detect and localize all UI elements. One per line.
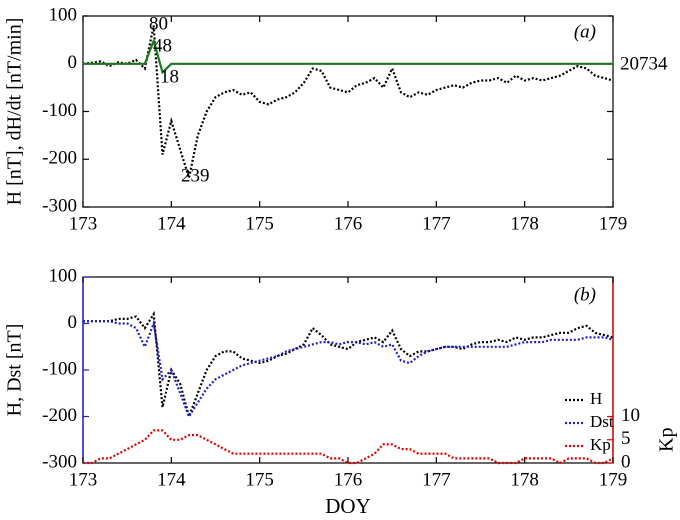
y-tick-label: -200 <box>42 148 77 169</box>
y-axis-label: H, Dst [nT] <box>4 324 26 417</box>
legend-label: Kp <box>590 435 611 454</box>
x-tick-label: 178 <box>510 469 539 490</box>
annotation: 48 <box>153 35 172 56</box>
legend-label: Dst <box>590 412 614 431</box>
y-tick-label: -100 <box>42 100 77 121</box>
y-tick-label: 100 <box>49 4 78 25</box>
legend-label: H <box>590 389 602 408</box>
y-tick-label: 100 <box>49 265 78 286</box>
annotation: 18 <box>160 66 179 87</box>
y2-tick-label: 0 <box>621 451 631 472</box>
x-tick-label: 176 <box>334 213 363 234</box>
annotation: (b) <box>574 284 596 305</box>
x-tick-label: 179 <box>599 469 628 490</box>
y2-axis-label: Kp <box>656 428 678 452</box>
x-tick-label: 179 <box>599 213 628 234</box>
x-tick-label: 175 <box>245 213 274 234</box>
x-tick-label: 175 <box>245 469 274 490</box>
annotation: 239 <box>181 165 210 186</box>
y-tick-label: -200 <box>42 405 77 426</box>
y2-tick-label: 10 <box>621 405 640 426</box>
y2-tick-label: 5 <box>621 428 631 449</box>
annotation: 80 <box>149 13 168 34</box>
series-line <box>83 310 614 421</box>
y-tick-label: -300 <box>42 451 77 472</box>
x-tick-label: 173 <box>69 213 98 234</box>
y-tick-label: 0 <box>68 312 78 333</box>
y-tick-label: -300 <box>42 195 77 216</box>
x-tick-label: 176 <box>334 469 363 490</box>
series-line <box>83 319 614 419</box>
y-axis-label: H [nT], dH/dt [nT/min] <box>4 18 26 206</box>
x-tick-label: 174 <box>157 469 186 490</box>
series-line <box>83 37 613 75</box>
x-tick-label: 177 <box>422 213 451 234</box>
x-axis-label: DOY <box>325 494 371 518</box>
annotation: 20734 <box>620 53 668 74</box>
y-tick-label: -100 <box>42 358 77 379</box>
annotation: (a) <box>574 21 596 42</box>
y-tick-label: 0 <box>68 52 78 73</box>
plot-frame <box>82 276 614 464</box>
x-tick-label: 177 <box>422 469 451 490</box>
series-line <box>82 25 614 183</box>
x-tick-label: 173 <box>69 469 98 490</box>
x-tick-label: 178 <box>510 213 539 234</box>
x-tick-label: 174 <box>157 213 186 234</box>
